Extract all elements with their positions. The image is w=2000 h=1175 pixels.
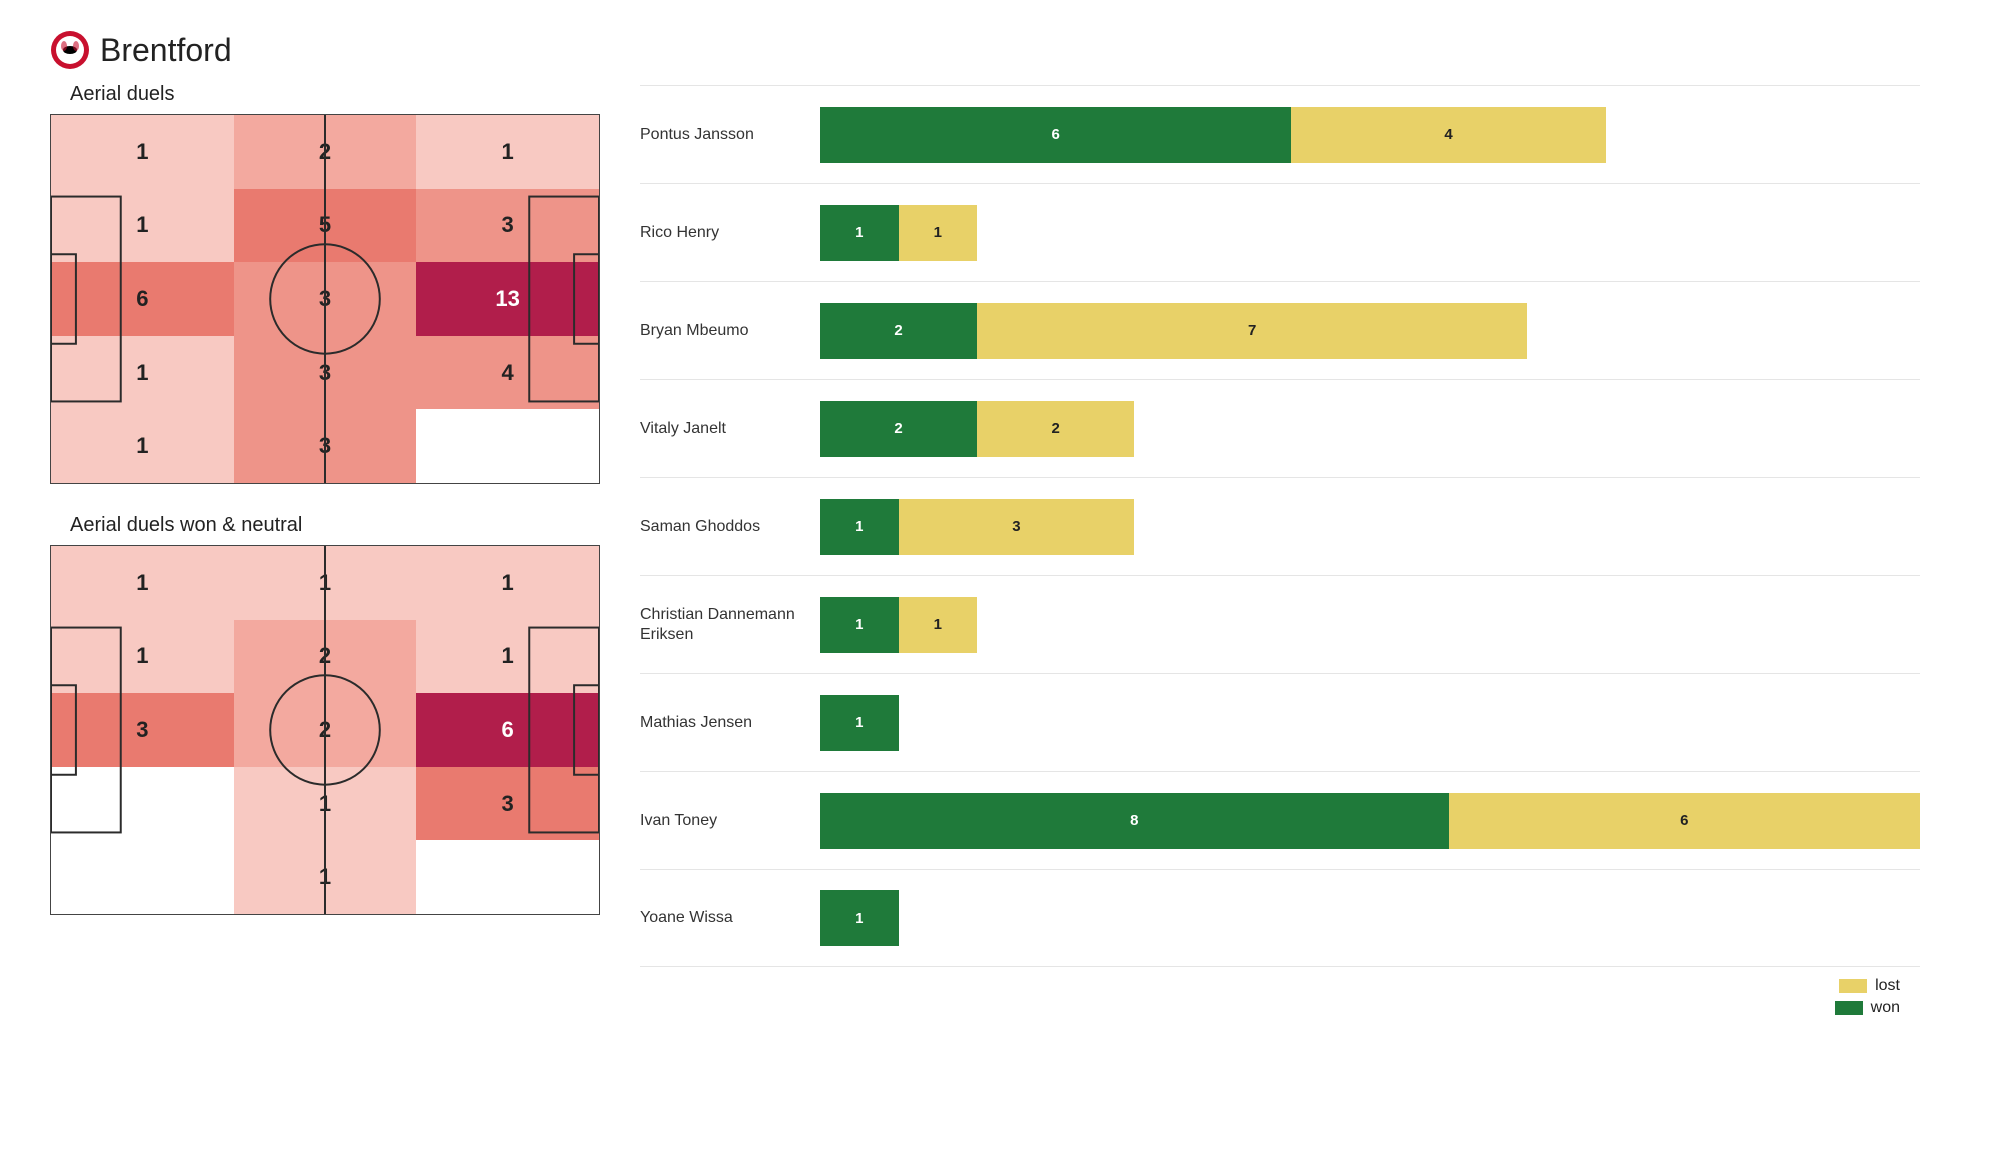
heatmap-zone: 1 xyxy=(416,620,599,694)
pitch-heatmap: 111121326131 xyxy=(50,545,600,915)
player-name: Mathias Jensen xyxy=(640,713,820,732)
bar-segment-won: 1 xyxy=(820,695,899,751)
heatmap-zone: 3 xyxy=(416,767,599,841)
heatmap-title: Aerial duels won & neutral xyxy=(70,514,600,537)
legend-swatch xyxy=(1835,1001,1863,1015)
bar-segment-won: 8 xyxy=(820,793,1449,849)
legend-item: won xyxy=(1835,999,1900,1017)
player-bar-row: Ivan Toney86 xyxy=(640,771,1920,869)
bar-track: 11 xyxy=(820,205,1920,261)
heatmap-title: Aerial duels xyxy=(70,83,600,106)
heatmap-zone: 1 xyxy=(416,115,599,189)
bar-segment-lost: 1 xyxy=(899,205,978,261)
heatmap-zone: 1 xyxy=(51,546,234,620)
bar-segment-won: 1 xyxy=(820,499,899,555)
bar-track: 13 xyxy=(820,499,1920,555)
bar-track: 86 xyxy=(820,793,1920,849)
heatmap-zone: 1 xyxy=(51,409,234,483)
player-name: Yoane Wissa xyxy=(640,908,820,927)
heatmap-zone: 2 xyxy=(234,115,417,189)
heatmap-zone: 1 xyxy=(51,115,234,189)
bar-segment-won: 1 xyxy=(820,890,899,946)
chart-legend: lost won xyxy=(640,977,1920,1017)
bar-segment-lost: 2 xyxy=(977,401,1134,457)
heatmap-zone: 6 xyxy=(51,262,234,336)
heatmap-zone: 1 xyxy=(234,767,417,841)
bar-segment-won: 6 xyxy=(820,107,1291,163)
player-bar-row: Bryan Mbeumo27 xyxy=(640,281,1920,379)
bar-segment-won: 2 xyxy=(820,401,977,457)
player-bar-row: Christian Dannemann Eriksen11 xyxy=(640,575,1920,673)
player-bar-row: Vitaly Janelt22 xyxy=(640,379,1920,477)
heatmap-zone xyxy=(51,767,234,841)
heatmap-zone: 1 xyxy=(234,546,417,620)
player-name: Rico Henry xyxy=(640,223,820,242)
team-logo xyxy=(50,30,90,70)
bar-segment-won: 1 xyxy=(820,205,899,261)
page-header: Brentford xyxy=(50,30,1960,70)
player-name: Pontus Jansson xyxy=(640,125,820,144)
heatmap-zone: 3 xyxy=(234,336,417,410)
player-bar-row: Pontus Jansson64 xyxy=(640,85,1920,183)
heatmap-zone: 3 xyxy=(234,262,417,336)
heatmap-zone xyxy=(51,840,234,914)
legend-item: lost xyxy=(1839,977,1900,995)
legend-swatch xyxy=(1839,979,1867,993)
player-bar-row: Rico Henry11 xyxy=(640,183,1920,281)
player-name: Christian Dannemann Eriksen xyxy=(640,605,820,643)
heatmap-zone: 1 xyxy=(51,336,234,410)
heatmap-zone: 1 xyxy=(51,189,234,263)
bar-segment-lost: 1 xyxy=(899,597,978,653)
heatmap-zone xyxy=(416,409,599,483)
heatmap-zone: 2 xyxy=(234,693,417,767)
heatmap-zone: 3 xyxy=(234,409,417,483)
heatmap-zone: 1 xyxy=(416,546,599,620)
legend-label: won xyxy=(1871,999,1900,1017)
player-bars: Pontus Jansson64Rico Henry11Bryan Mbeumo… xyxy=(640,85,1920,967)
player-name: Saman Ghoddos xyxy=(640,517,820,536)
heatmap-zone: 4 xyxy=(416,336,599,410)
heatmap-zone xyxy=(416,840,599,914)
bar-segment-won: 2 xyxy=(820,303,977,359)
team-name: Brentford xyxy=(100,32,232,69)
bar-track: 22 xyxy=(820,401,1920,457)
bar-track: 64 xyxy=(820,107,1920,163)
bar-track: 27 xyxy=(820,303,1920,359)
heatmap-zone: 3 xyxy=(51,693,234,767)
bar-segment-lost: 3 xyxy=(899,499,1135,555)
heatmap-zone: 1 xyxy=(51,620,234,694)
legend-label: lost xyxy=(1875,977,1900,995)
bar-segment-lost: 7 xyxy=(977,303,1527,359)
player-bar-row: Saman Ghoddos13 xyxy=(640,477,1920,575)
barchart-column: Pontus Jansson64Rico Henry11Bryan Mbeumo… xyxy=(640,75,1960,1017)
player-bar-row: Mathias Jensen1 xyxy=(640,673,1920,771)
heatmap-zone: 1 xyxy=(234,840,417,914)
heatmap-zone: 5 xyxy=(234,189,417,263)
bar-segment-lost: 4 xyxy=(1291,107,1605,163)
player-name: Ivan Toney xyxy=(640,811,820,830)
bar-track: 1 xyxy=(820,890,1920,946)
heatmap-zone: 13 xyxy=(416,262,599,336)
heatmap-zone: 2 xyxy=(234,620,417,694)
heatmaps-column: Aerial duels121153631313413 Aerial duels… xyxy=(40,75,600,1017)
content-area: Aerial duels121153631313413 Aerial duels… xyxy=(40,75,1960,1017)
player-name: Vitaly Janelt xyxy=(640,419,820,438)
bar-segment-lost: 6 xyxy=(1449,793,1920,849)
pitch-heatmap: 121153631313413 xyxy=(50,114,600,484)
player-name: Bryan Mbeumo xyxy=(640,321,820,340)
bar-track: 11 xyxy=(820,597,1920,653)
player-bar-row: Yoane Wissa1 xyxy=(640,869,1920,967)
bar-track: 1 xyxy=(820,695,1920,751)
bar-segment-won: 1 xyxy=(820,597,899,653)
heatmap-zone: 6 xyxy=(416,693,599,767)
heatmap-zone: 3 xyxy=(416,189,599,263)
